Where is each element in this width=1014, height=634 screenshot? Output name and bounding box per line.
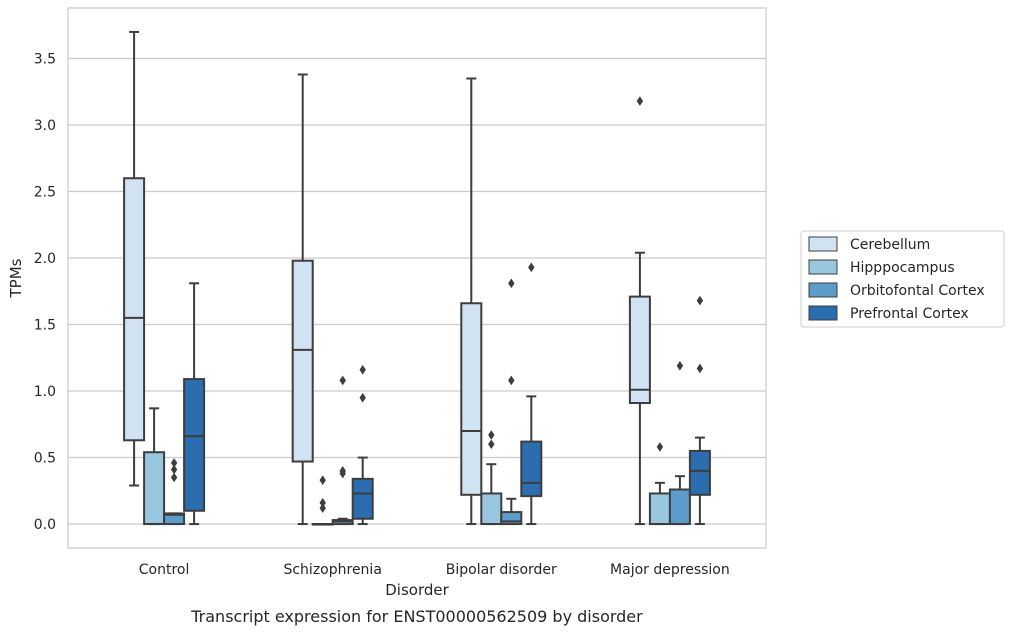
box-3-0	[183, 282, 206, 526]
y-tick-label: 3.5	[34, 52, 56, 68]
legend-label: Orbitofontal Cortex	[850, 283, 985, 299]
outlier-point	[319, 475, 326, 485]
box-body	[520, 440, 543, 498]
box-body	[648, 492, 671, 526]
legend-frame	[800, 230, 1005, 328]
box-body	[500, 511, 523, 526]
box-body	[460, 302, 483, 496]
x-tick-label: Control	[139, 562, 190, 578]
box-0-3	[628, 96, 651, 526]
legend-swatch	[808, 259, 838, 275]
box-1-0	[143, 407, 166, 526]
y-tick-label: 1.0	[34, 384, 56, 400]
x-tick-label: Major depression	[610, 562, 730, 578]
legend-swatch	[808, 305, 838, 321]
box-2-0	[163, 458, 186, 526]
x-axis-label: Disorder	[385, 581, 449, 599]
y-axis-label: TPMs	[7, 258, 25, 298]
y-tick-label: 1.5	[34, 318, 56, 334]
plot-frame	[67, 7, 767, 549]
box-3-2	[520, 262, 543, 526]
box-2-1	[331, 375, 354, 526]
box-1-3	[648, 442, 671, 526]
outlier-point	[170, 458, 178, 468]
box-body	[688, 449, 711, 496]
box-body	[480, 492, 503, 526]
legend-label: Hipppocampus	[850, 260, 955, 276]
outlier-point	[488, 430, 495, 440]
outlier-point	[170, 464, 178, 475]
box-0-0	[123, 30, 146, 487]
box-body	[143, 451, 166, 526]
outlier-point	[170, 472, 178, 483]
box-3-1	[351, 364, 374, 526]
box-body	[183, 378, 206, 512]
outlier-point	[696, 295, 704, 306]
outlier-point	[656, 442, 664, 452]
outlier-point	[339, 466, 346, 476]
outlier-point	[359, 364, 366, 375]
chart-caption: Transcript expression for ENST0000056250…	[190, 607, 643, 626]
box-body	[123, 177, 146, 442]
box-2-2	[500, 278, 523, 526]
box-body	[291, 259, 314, 463]
box-body	[668, 488, 691, 526]
legend-swatch	[808, 282, 838, 298]
legend-label: Cerebellum	[850, 237, 930, 253]
x-tick-label: Schizophrenia	[283, 562, 381, 578]
box-1-1	[311, 475, 334, 526]
y-tick-label: 0.5	[34, 451, 56, 467]
outlier-point	[636, 96, 644, 106]
outlier-point	[319, 503, 326, 513]
box-body	[628, 295, 651, 405]
box-body	[351, 477, 374, 520]
x-tick-labels: Control Schizophrenia Bipolar disorder Majo…	[139, 562, 730, 578]
legend: Cerebellum Hipppocampus Orbitofontal Corte…	[800, 230, 1005, 328]
outlier-point	[319, 497, 326, 508]
box-2-3	[668, 360, 691, 526]
outlier-point	[696, 363, 704, 374]
box-3-3	[688, 295, 711, 526]
outlier-point	[488, 439, 495, 450]
outlier-point	[339, 375, 346, 386]
outlier-point	[508, 278, 515, 289]
outlier-point	[676, 360, 684, 371]
box-0-2	[460, 77, 483, 526]
y-tick-label: 2.0	[34, 251, 56, 267]
box-1-2	[480, 430, 503, 526]
outlier-point	[359, 392, 366, 403]
outlier-point	[528, 262, 535, 273]
legend-label: Prefrontal Cortex	[850, 306, 969, 322]
box-body	[163, 512, 186, 526]
y-tick-label: 0.0	[34, 517, 56, 533]
box-0-1	[291, 73, 314, 526]
outlier-point	[508, 375, 515, 386]
boxes	[123, 30, 711, 526]
y-tick-label: 3.0	[34, 118, 56, 134]
legend-swatch	[808, 236, 838, 252]
x-tick-label: Bipolar disorder	[446, 562, 557, 578]
y-tick-labels: 0.0 0.5 1.0 1.5 2.0 2.5 3.0 3.5	[34, 52, 56, 534]
y-tick-label: 2.5	[34, 185, 56, 201]
